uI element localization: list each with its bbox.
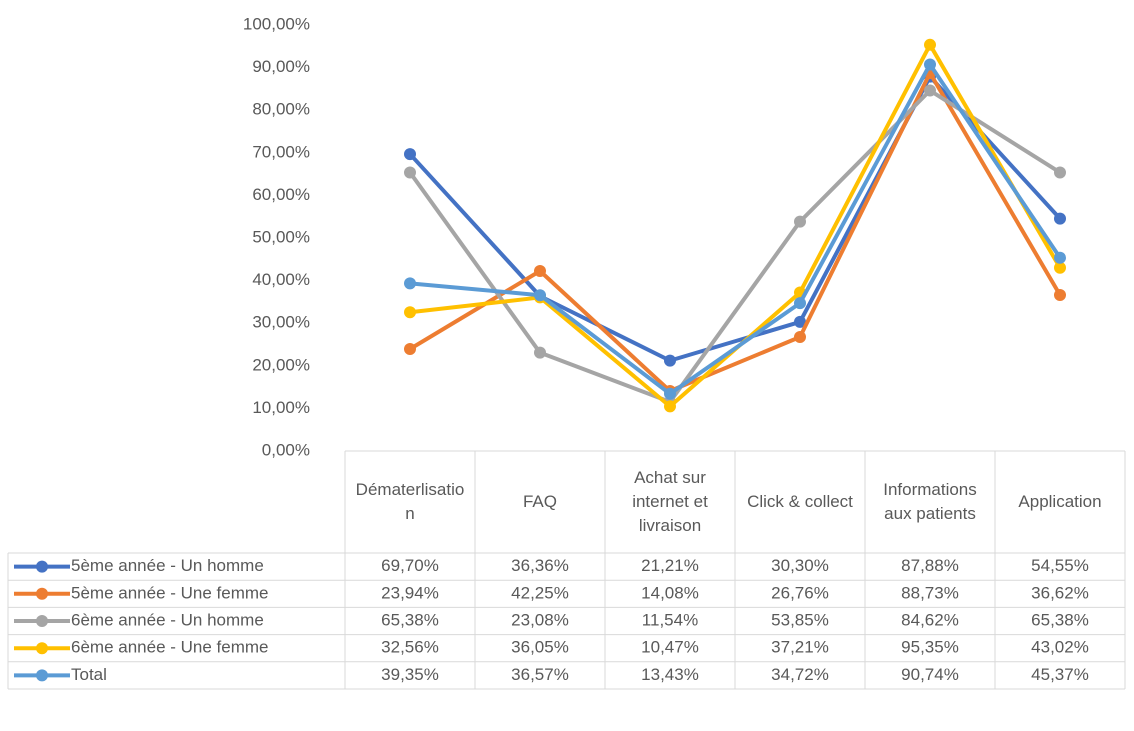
point: [924, 58, 936, 71]
value-label: 36,62%: [1031, 583, 1089, 602]
value-label: 14,08%: [641, 583, 699, 602]
legend-label: 6ème année - Un homme: [71, 610, 264, 629]
value-label: 37,21%: [771, 638, 829, 657]
legend-marker: [36, 615, 48, 627]
value-label: 65,38%: [381, 610, 439, 629]
category-label: Informations aux patients: [883, 480, 977, 523]
point: [794, 315, 806, 328]
value-label: 36,36%: [511, 556, 569, 575]
point: [1054, 251, 1066, 264]
value-label: 65,38%: [1031, 610, 1089, 629]
value-label: 90,74%: [901, 665, 959, 684]
y-tick-label: 40,00%: [252, 270, 310, 289]
value-label: 53,85%: [771, 610, 829, 629]
point: [664, 400, 676, 413]
y-tick-label: 0,00%: [262, 440, 310, 459]
value-label: 34,72%: [771, 665, 829, 684]
point: [794, 331, 806, 344]
legend-marker: [36, 642, 48, 655]
value-label: 36,05%: [511, 638, 569, 657]
point: [924, 84, 936, 97]
point: [534, 289, 546, 302]
value-label: 30,30%: [771, 556, 829, 575]
value-label: 13,43%: [641, 665, 699, 684]
y-tick-label: 20,00%: [252, 355, 310, 374]
value-label: 23,94%: [381, 583, 439, 602]
series-line: [408, 74, 1062, 363]
value-label: 11,54%: [642, 610, 698, 629]
y-tick-label: 70,00%: [252, 142, 310, 161]
point: [664, 387, 676, 400]
value-label: 84,62%: [901, 610, 959, 629]
point: [794, 215, 806, 228]
value-label: 42,25%: [511, 583, 569, 602]
legend-label: 5ème année - Un homme: [71, 556, 264, 575]
legend-label: Total: [71, 665, 107, 684]
value-label: 88,73%: [901, 583, 959, 602]
category-label: Achat sur internet et livraison: [632, 468, 708, 535]
series-line: [408, 71, 1062, 394]
category-label: Click & collect: [747, 492, 853, 511]
value-label: 26,76%: [771, 583, 829, 602]
value-label: 54,55%: [1031, 556, 1089, 575]
legend-label: 5ème année - Une femme: [71, 583, 269, 602]
value-label: 69,70%: [381, 556, 439, 575]
point: [404, 306, 416, 319]
value-label: 95,35%: [901, 638, 959, 657]
legend-marker: [36, 587, 48, 600]
y-tick-label: 50,00%: [252, 227, 310, 246]
point: [664, 354, 676, 367]
value-label: 87,88%: [901, 556, 959, 575]
value-label: 23,08%: [511, 610, 569, 629]
y-tick-label: 90,00%: [252, 57, 310, 76]
category-label: FAQ: [522, 492, 557, 511]
series-line: [408, 88, 1062, 404]
value-label: 21,21%: [641, 556, 699, 575]
point: [1054, 212, 1066, 225]
point: [404, 277, 416, 290]
point: [1054, 288, 1066, 301]
category-label: Dématerlisation: [355, 480, 465, 523]
y-tick-label: 60,00%: [252, 185, 310, 204]
point: [404, 148, 416, 161]
point: [794, 297, 806, 310]
point: [404, 166, 416, 179]
y-tick-label: 80,00%: [252, 100, 310, 119]
value-label: 43,02%: [1031, 638, 1089, 657]
legend-label: 6ème année - Une femme: [71, 638, 269, 657]
value-label: 39,35%: [381, 665, 439, 684]
y-tick-label: 30,00%: [252, 313, 310, 332]
y-tick-label: 100,00%: [243, 14, 310, 33]
value-label: 10,47%: [641, 638, 699, 657]
value-label: 45,37%: [1031, 665, 1089, 684]
y-tick-label: 10,00%: [252, 398, 310, 417]
point: [534, 346, 546, 359]
series-line: [409, 42, 1062, 409]
legend-marker: [36, 669, 48, 682]
point: [924, 38, 936, 51]
legend-marker: [36, 560, 48, 573]
point: [1054, 261, 1066, 274]
value-label: 36,57%: [511, 665, 569, 684]
point: [404, 343, 416, 356]
point: [1054, 166, 1066, 179]
value-label: 32,56%: [381, 638, 439, 657]
series-line: [409, 62, 1062, 396]
point: [534, 265, 546, 278]
category-label: Application: [1018, 492, 1102, 511]
